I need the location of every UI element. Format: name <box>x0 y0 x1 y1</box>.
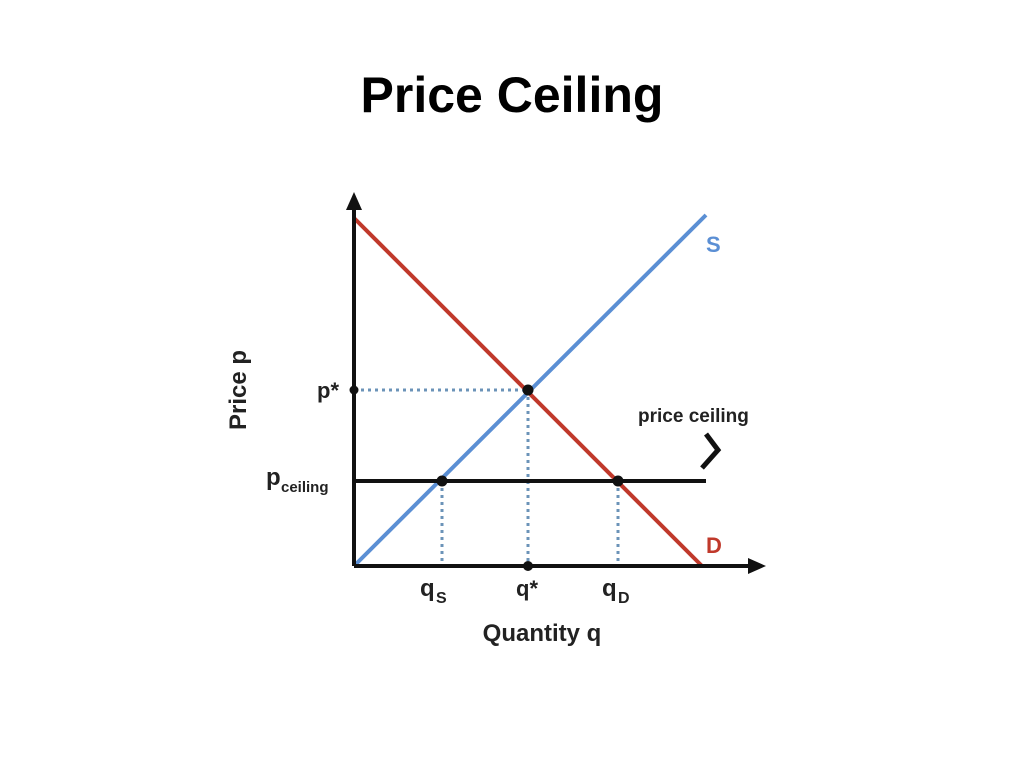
qd-subscript: D <box>618 590 630 607</box>
demand-label: D <box>706 533 722 558</box>
q-star-axis-point <box>523 561 533 571</box>
qs-label: q <box>420 575 435 602</box>
y-axis-label: Price p <box>225 350 252 430</box>
price-ceiling-annotation: price ceiling <box>638 406 749 427</box>
slide-title: Price Ceiling <box>360 67 664 123</box>
equilibrium-point <box>522 384 534 396</box>
p-ceiling-subscript: ceiling <box>281 479 329 496</box>
qd-label: q <box>602 575 617 602</box>
x-axis-arrow <box>748 558 766 574</box>
qd-ceiling-point <box>612 475 624 487</box>
chevron-pointer-icon <box>700 432 722 470</box>
qs-subscript: S <box>436 590 447 607</box>
p-star-axis-point <box>349 385 359 395</box>
y-axis-arrow <box>346 192 362 210</box>
p-ceiling-label: p <box>266 464 281 491</box>
x-axis-label: Quantity q <box>483 620 602 647</box>
supply-label: S <box>706 232 721 257</box>
p-star-label: p* <box>317 378 339 403</box>
qs-ceiling-point <box>436 475 448 487</box>
q-star-label: q* <box>516 576 538 601</box>
